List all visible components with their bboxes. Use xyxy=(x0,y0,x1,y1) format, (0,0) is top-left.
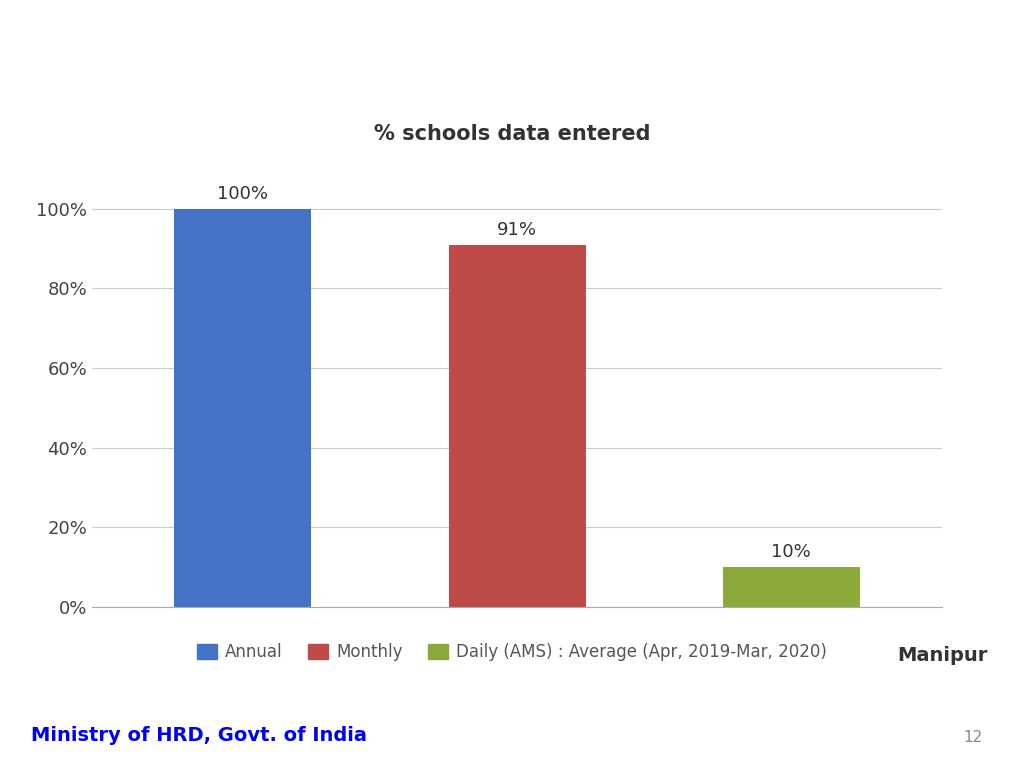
Text: 91%: 91% xyxy=(497,220,538,239)
Text: Manipur: Manipur xyxy=(897,646,987,665)
Bar xyxy=(723,567,860,607)
Text: 12: 12 xyxy=(964,730,983,745)
Text: Ministry of HRD, Govt. of India: Ministry of HRD, Govt. of India xyxy=(31,726,367,745)
Text: 10%: 10% xyxy=(771,543,811,561)
Bar xyxy=(449,244,586,607)
Text: Status of implementation of MIS & AMS: Status of implementation of MIS & AMS xyxy=(26,24,1021,67)
Bar xyxy=(174,209,311,607)
Text: 100%: 100% xyxy=(217,185,268,203)
Text: % schools data entered: % schools data entered xyxy=(374,124,650,144)
Legend: Annual, Monthly, Daily (AMS) : Average (Apr, 2019-Mar, 2020): Annual, Monthly, Daily (AMS) : Average (… xyxy=(190,636,834,667)
